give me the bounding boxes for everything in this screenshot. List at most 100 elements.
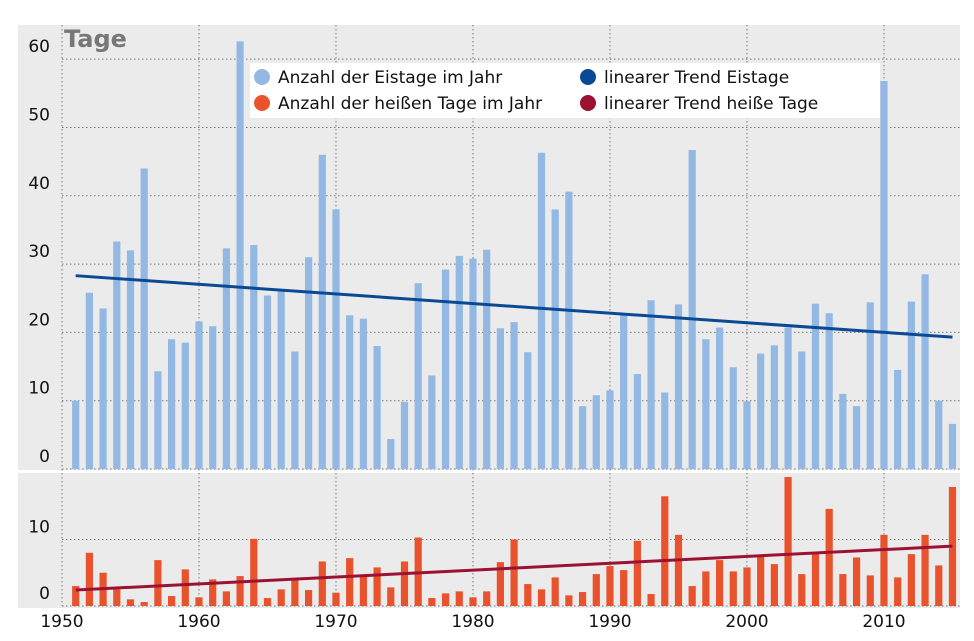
bar [907, 301, 915, 469]
bar [113, 589, 121, 606]
bar [620, 315, 628, 469]
bar [715, 560, 724, 606]
bar [729, 367, 737, 469]
y-tick-label: 0 [39, 447, 50, 467]
bar [715, 327, 724, 469]
bar [140, 602, 148, 606]
bar [291, 351, 299, 469]
bar [825, 508, 833, 606]
bar [167, 596, 176, 606]
bar [921, 274, 929, 469]
bar [770, 345, 778, 469]
bar [332, 592, 340, 606]
bar [154, 560, 162, 606]
bar [414, 283, 422, 469]
legend-label: Anzahl der Eistage im Jahr [278, 68, 502, 88]
bar [332, 209, 340, 469]
bar [866, 302, 874, 469]
bar [907, 554, 915, 606]
bar [921, 534, 929, 606]
bar [537, 152, 546, 469]
bar [661, 496, 669, 606]
legend-swatch [580, 69, 596, 85]
bar [743, 567, 751, 606]
bar [346, 558, 354, 606]
bar [524, 352, 532, 469]
bar [894, 577, 902, 606]
bar [263, 295, 272, 469]
legend-bg [250, 63, 880, 118]
bar [565, 595, 573, 606]
bar [839, 574, 847, 606]
legend-label: linearer Trend heiße Tage [604, 94, 818, 114]
x-tick-label: 1990 [588, 612, 631, 632]
y-tick-label: 0 [39, 584, 50, 604]
bar [222, 591, 230, 606]
bar [359, 575, 367, 606]
bar [852, 406, 861, 469]
bar [154, 371, 162, 469]
y-tick-label: 10 [28, 379, 50, 399]
bar [318, 154, 326, 470]
bar [72, 586, 80, 606]
bar [839, 393, 847, 469]
bar [441, 593, 450, 606]
bar [674, 304, 683, 469]
bar [798, 574, 806, 606]
bar [167, 339, 176, 469]
bar [551, 209, 559, 469]
y-tick-label: 40 [28, 174, 50, 194]
bar [469, 258, 477, 469]
bar [647, 300, 655, 469]
bar [469, 597, 477, 606]
x-tick-label: 2010 [862, 612, 905, 632]
bar [702, 571, 710, 606]
bar [565, 191, 573, 469]
bar [126, 599, 135, 606]
x-tick-label: 1960 [177, 612, 220, 632]
bar [483, 249, 491, 469]
bar [400, 402, 409, 469]
x-tick-label: 1970 [314, 612, 357, 632]
bar [825, 313, 833, 469]
bar [592, 574, 600, 606]
bar [935, 565, 943, 606]
legend-label: Anzahl der heißen Tage im Jahr [278, 94, 542, 114]
bar [798, 351, 806, 469]
bar [195, 321, 203, 469]
bar [195, 597, 203, 606]
bar [496, 328, 504, 469]
bar [524, 584, 532, 606]
bar [633, 540, 641, 606]
bar [743, 401, 751, 469]
bar [496, 562, 504, 606]
bar [359, 318, 367, 469]
bar [811, 554, 820, 606]
bar [866, 575, 874, 606]
bar [578, 592, 587, 606]
bar [85, 292, 93, 469]
bar [688, 586, 696, 606]
bar [757, 353, 765, 469]
bar [181, 342, 189, 469]
y-tick-label: 10 [28, 518, 50, 538]
y-tick-label: 30 [28, 242, 50, 262]
bar [277, 290, 285, 469]
bar [674, 534, 683, 606]
bar [236, 41, 244, 469]
bar [126, 250, 135, 469]
trend-line [75, 544, 953, 592]
bar [510, 322, 518, 469]
bar [852, 557, 861, 606]
bar [250, 538, 258, 606]
bar [277, 589, 285, 606]
x-tick-label: 1950 [40, 612, 83, 632]
bar [948, 423, 957, 469]
bar [688, 150, 696, 469]
bar [702, 339, 710, 469]
bar [250, 244, 258, 469]
bar [209, 326, 217, 469]
bar [606, 390, 614, 469]
x-tick-label: 1980 [451, 612, 494, 632]
